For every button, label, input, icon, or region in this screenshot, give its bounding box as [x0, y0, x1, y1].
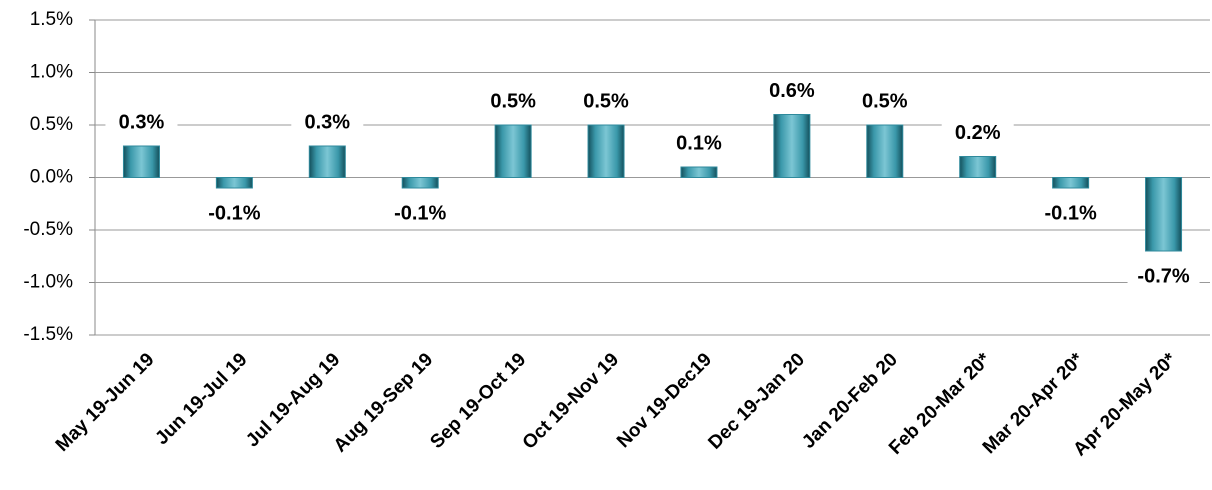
value-label-bg	[941, 119, 1014, 148]
x-tick-label: Dec 19-Jan 20	[704, 349, 808, 453]
y-tick-label: 1.5%	[30, 9, 73, 30]
x-tick-label: Oct 19-Nov 19	[519, 349, 623, 453]
y-tick-label: 0.0%	[30, 167, 73, 188]
bar	[866, 124, 904, 178]
value-label-bg	[570, 88, 643, 116]
bar	[494, 124, 532, 178]
value-label: 0.5%	[862, 90, 908, 112]
bar	[401, 177, 439, 189]
bar	[1052, 177, 1090, 189]
value-label-bg	[291, 109, 364, 137]
bar	[587, 124, 625, 178]
value-label: 0.3%	[119, 111, 165, 133]
value-label-bg	[662, 130, 735, 158]
value-label-bg	[198, 200, 271, 228]
value-label: -0.1%	[1045, 202, 1097, 224]
value-label-bg	[1127, 263, 1200, 291]
x-tick-label: Sep 19-Oct 19	[426, 349, 530, 453]
x-tick-label: Jan 20-Feb 20	[798, 349, 902, 453]
value-label: 0.2%	[955, 122, 1001, 144]
value-label: 0.5%	[583, 90, 629, 112]
bar	[1145, 177, 1183, 252]
x-tick-label: Nov 19-Dec19	[613, 349, 716, 452]
x-tick-label: Jul 19-Aug 19	[242, 349, 344, 451]
value-label: 0.5%	[490, 90, 536, 112]
y-tick-label: 0.5%	[30, 114, 73, 135]
value-label: -0.7%	[1137, 265, 1189, 287]
value-label: 0.6%	[769, 80, 815, 102]
bar	[215, 177, 253, 189]
bar	[959, 156, 997, 178]
value-label: -0.1%	[394, 202, 446, 224]
value-label-bg	[477, 88, 550, 116]
value-label-bg	[1034, 200, 1107, 228]
bar	[122, 145, 160, 178]
value-label: 0.1%	[676, 132, 722, 154]
y-tick-label: -0.5%	[23, 219, 73, 240]
bar	[308, 145, 346, 178]
value-label: 0.3%	[304, 111, 350, 133]
x-tick-label: Aug 19-Sep 19	[330, 349, 437, 456]
x-tick-label: May 19-Jun 19	[52, 349, 159, 456]
value-label-bg	[105, 109, 178, 137]
value-label: -0.1%	[208, 202, 260, 224]
y-tick-label: 1.0%	[30, 62, 73, 83]
y-tick-label: -1.5%	[23, 324, 73, 345]
value-label-bg	[384, 200, 457, 228]
bar	[773, 114, 811, 178]
x-tick-label: Mar 20-Apr 20*	[979, 349, 1088, 458]
bar	[680, 166, 718, 178]
x-tick-label: Jun 19-Jul 19	[151, 349, 251, 449]
value-label-bg	[755, 77, 828, 106]
value-label-bg	[848, 88, 921, 116]
y-tick-label: -1.0%	[23, 272, 73, 293]
